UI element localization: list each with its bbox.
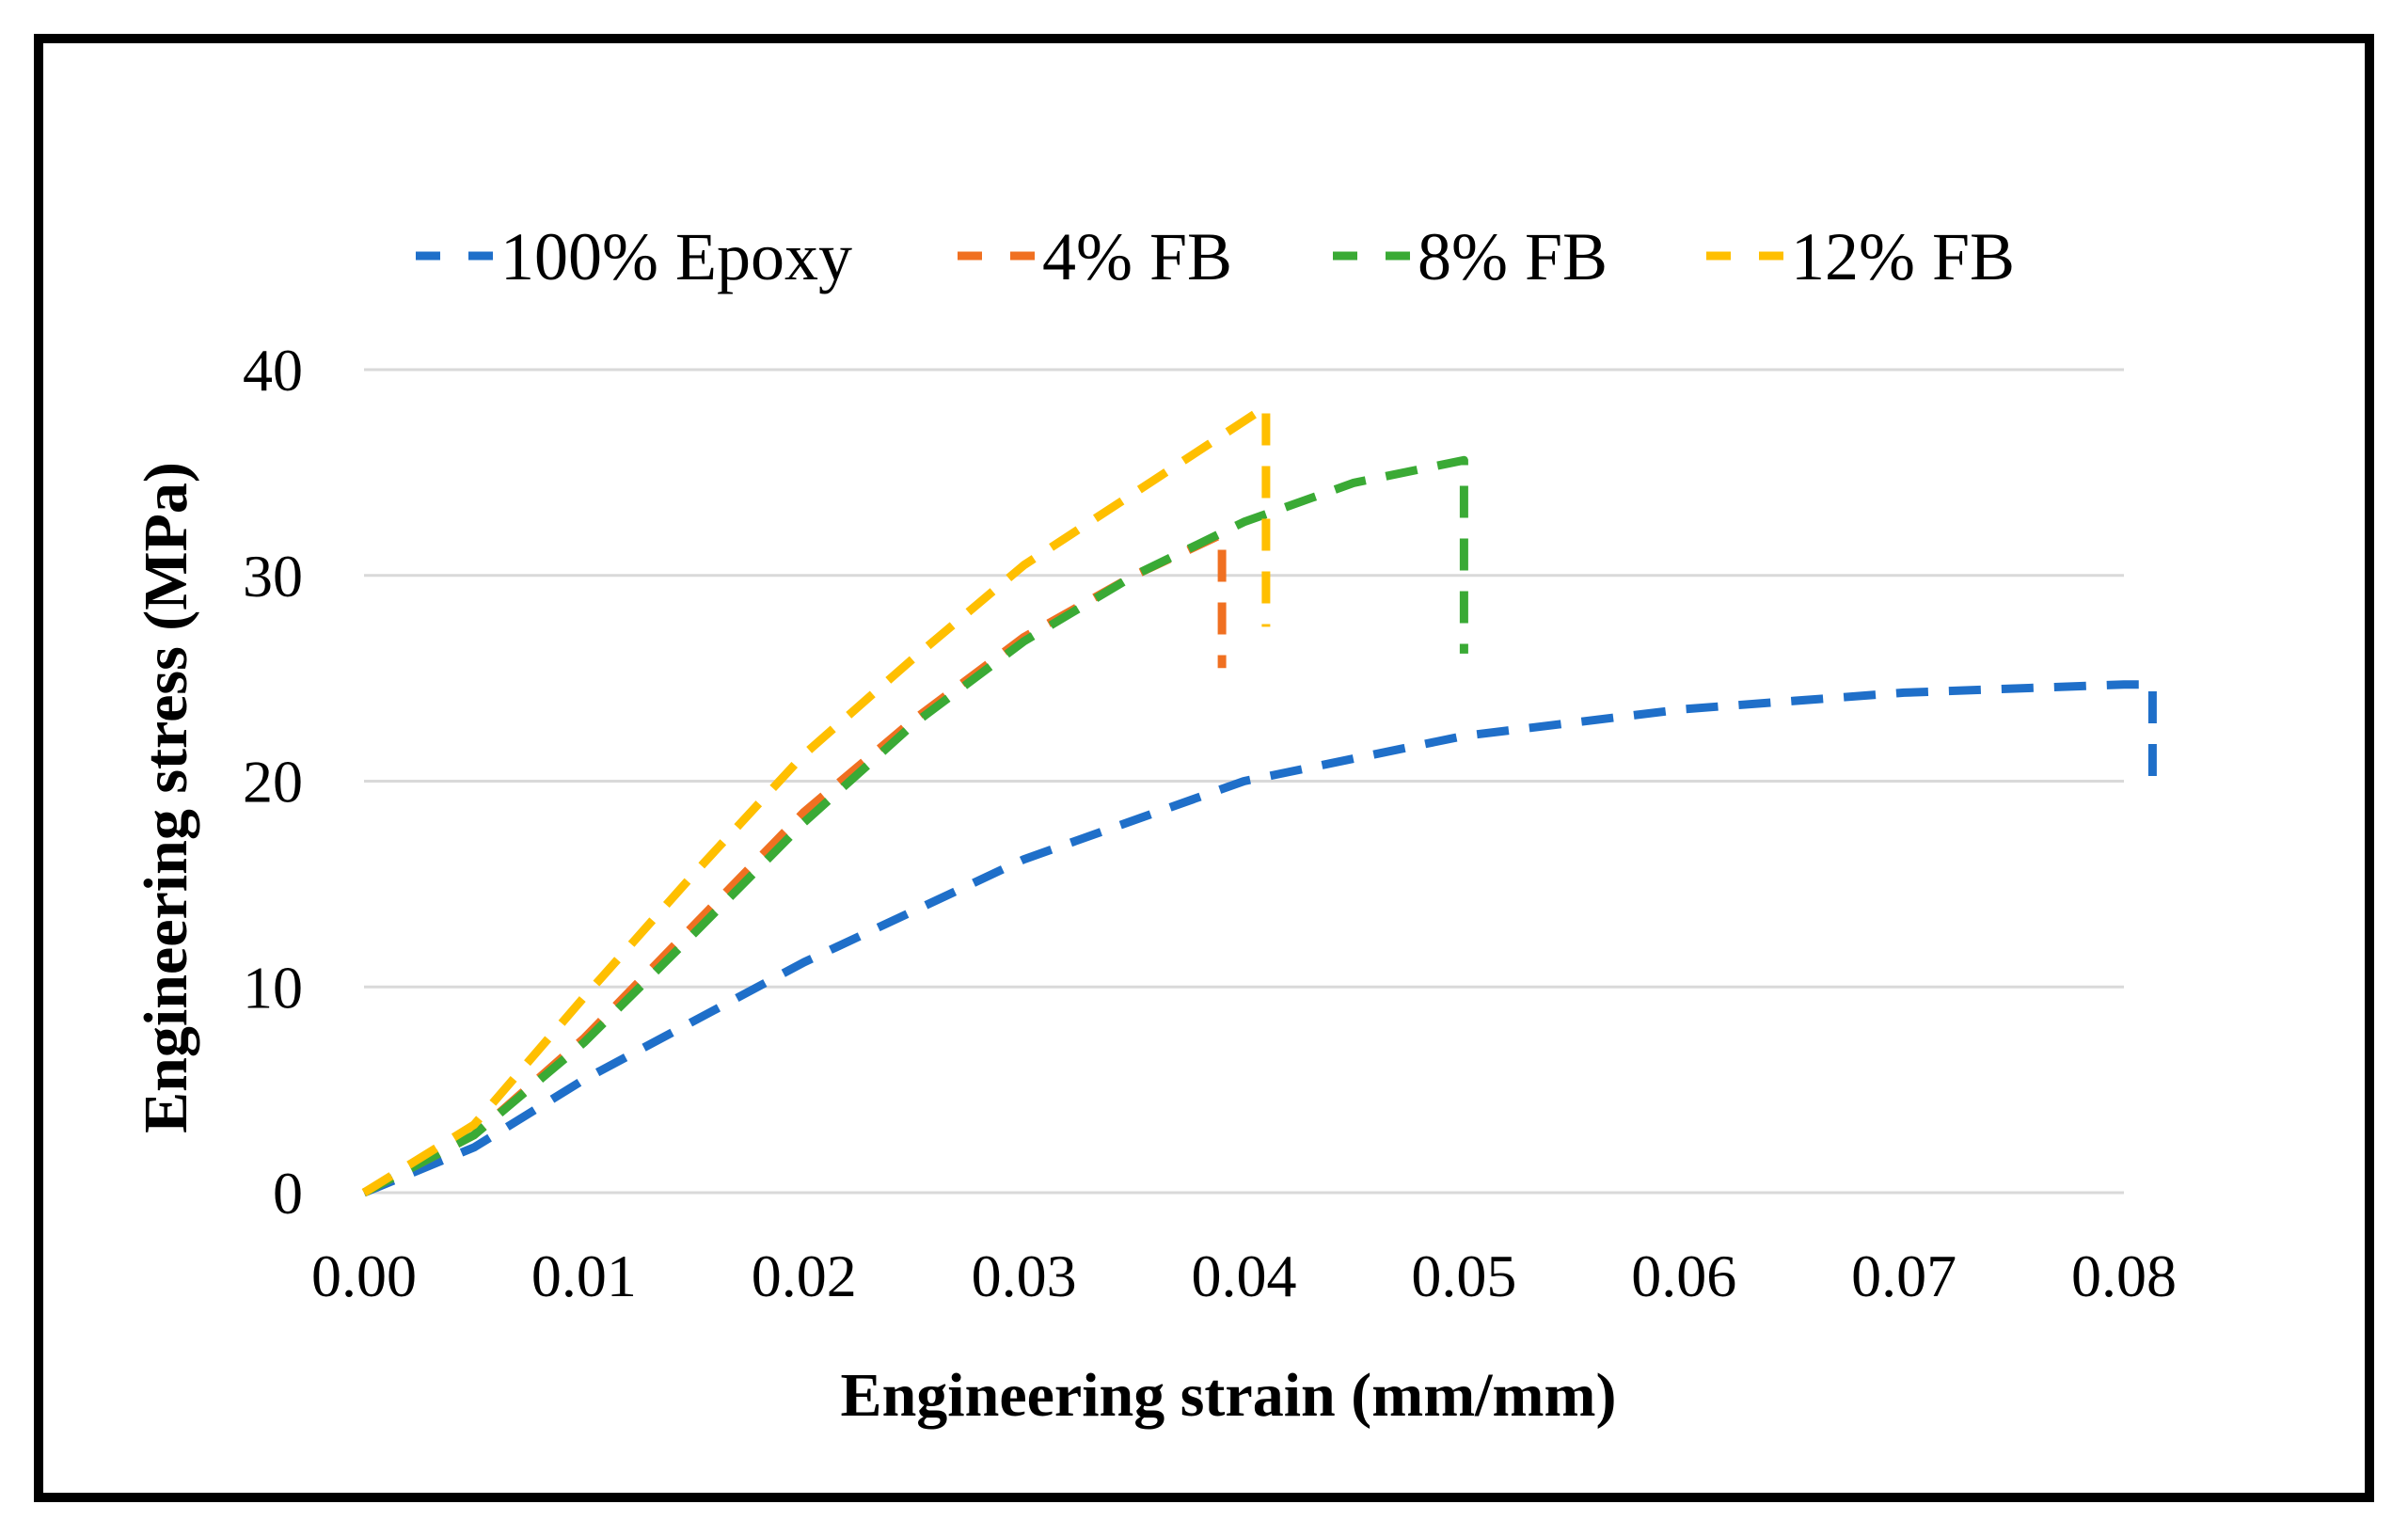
chart-frame <box>34 34 2374 1502</box>
x-tick-label: 0.03 <box>972 1243 1077 1309</box>
x-tick-label: 0.00 <box>311 1243 417 1309</box>
y-axis-ticks: 0 10 20 30 40 <box>243 337 303 1227</box>
x-tick-label: 0.05 <box>1411 1243 1516 1309</box>
x-tick-label: 0.06 <box>1631 1243 1736 1309</box>
y-tick-label: 10 <box>243 954 303 1021</box>
legend-label-0: 100% Epoxy <box>500 219 852 294</box>
x-tick-label: 0.02 <box>752 1243 857 1309</box>
y-tick-label: 40 <box>243 337 303 404</box>
x-tick-label: 0.08 <box>2071 1243 2177 1309</box>
x-axis-title: Engineering strain (mm/mm) <box>841 1361 1617 1430</box>
y-axis-title: Engineering stress (MPa) <box>132 462 200 1133</box>
legend-entry-0: 100% Epoxy <box>416 219 852 294</box>
legend-label-3: 12% FB <box>1791 219 2015 294</box>
x-axis-ticks: 0.00 0.01 0.02 0.03 0.04 0.05 0.06 0.07 0.08 <box>311 1243 2177 1309</box>
y-tick-label: 0 <box>273 1160 303 1227</box>
legend: 100% Epoxy 4% FB 8% FB 12% FB <box>416 219 2015 294</box>
legend-label-1: 4% FB <box>1042 219 1232 294</box>
legend-entry-2: 8% FB <box>1333 219 1608 294</box>
series-line-1 <box>361 530 1227 1196</box>
legend-entry-3: 12% FB <box>1706 219 2015 294</box>
legend-label-2: 8% FB <box>1418 219 1608 294</box>
series-line-0 <box>362 680 2157 1197</box>
x-tick-label: 0.07 <box>1851 1243 1956 1309</box>
y-tick-label: 30 <box>243 543 303 610</box>
series-line-3 <box>361 402 1271 1196</box>
series-lines <box>361 402 2157 1197</box>
x-tick-label: 0.04 <box>1192 1243 1297 1309</box>
legend-entry-1: 4% FB <box>958 219 1232 294</box>
x-tick-label: 0.01 <box>531 1243 637 1309</box>
gridlines <box>364 368 2124 1195</box>
y-tick-label: 20 <box>243 749 303 816</box>
series-line-2 <box>361 455 1468 1196</box>
